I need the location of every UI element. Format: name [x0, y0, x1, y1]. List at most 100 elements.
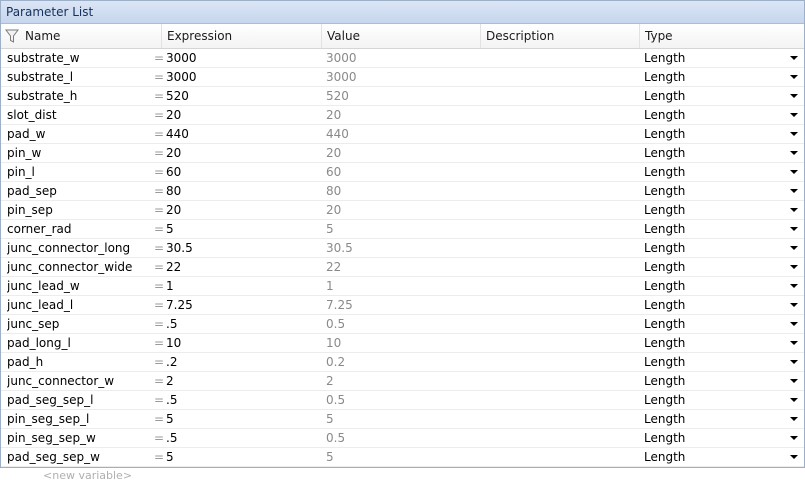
parameter-type[interactable]: Length [644, 89, 686, 103]
parameter-description[interactable] [485, 429, 635, 447]
parameter-name[interactable]: pad_seg_sep_w [7, 450, 100, 464]
parameter-expression[interactable]: 7.25 [166, 298, 193, 312]
parameter-type[interactable]: Length [644, 374, 686, 388]
parameter-expression[interactable]: 30.5 [166, 241, 193, 255]
chevron-down-icon[interactable] [790, 208, 798, 212]
parameter-type[interactable]: Length [644, 222, 686, 236]
parameter-name[interactable]: pin_sep [7, 203, 53, 217]
parameter-name[interactable]: junc_connector_wide [7, 260, 133, 274]
table-row[interactable]: pin_sep = 20 20 Length [1, 201, 804, 220]
chevron-down-icon[interactable] [790, 341, 798, 345]
parameter-description[interactable] [485, 353, 635, 371]
parameter-description[interactable] [485, 315, 635, 333]
table-row[interactable]: substrate_l = 3000 3000 Length [1, 68, 804, 87]
parameter-description[interactable] [485, 106, 635, 124]
parameter-type[interactable]: Length [644, 184, 686, 198]
parameter-type[interactable]: Length [644, 317, 686, 331]
parameter-expression[interactable]: 3000 [166, 70, 197, 84]
column-header-name[interactable]: Name [1, 24, 161, 48]
chevron-down-icon[interactable] [790, 94, 798, 98]
table-row[interactable]: pad_seg_sep_l = .5 0.5 Length [1, 391, 804, 410]
parameter-description[interactable] [485, 163, 635, 181]
chevron-down-icon[interactable] [790, 132, 798, 136]
parameter-type[interactable]: Length [644, 431, 686, 445]
parameter-name[interactable]: substrate_h [7, 89, 78, 103]
parameter-expression[interactable]: 20 [166, 146, 182, 160]
column-header-type[interactable]: Type [639, 24, 804, 48]
table-row[interactable]: pad_sep = 80 80 Length [1, 182, 804, 201]
parameter-expression[interactable]: 60 [166, 165, 182, 179]
parameter-description[interactable] [485, 182, 635, 200]
chevron-down-icon[interactable] [790, 227, 798, 231]
parameter-expression[interactable]: 20 [166, 108, 182, 122]
parameter-expression[interactable]: .5 [166, 393, 178, 407]
parameter-description[interactable] [485, 87, 635, 105]
parameter-name[interactable]: junc_connector_long [7, 241, 131, 255]
parameter-name[interactable]: corner_rad [7, 222, 72, 236]
table-row[interactable]: pad_long_l = 10 10 Length [1, 334, 804, 353]
parameter-type[interactable]: Length [644, 203, 686, 217]
parameter-name[interactable]: junc_lead_l [7, 298, 74, 312]
parameter-type[interactable]: Length [644, 450, 686, 464]
chevron-down-icon[interactable] [790, 417, 798, 421]
parameter-name[interactable]: junc_connector_w [7, 374, 115, 388]
parameter-description[interactable] [485, 258, 635, 276]
parameter-expression[interactable]: 1 [166, 279, 174, 293]
parameter-type[interactable]: Length [644, 146, 686, 160]
chevron-down-icon[interactable] [790, 170, 798, 174]
chevron-down-icon[interactable] [790, 360, 798, 364]
parameter-description[interactable] [485, 220, 635, 238]
parameter-type[interactable]: Length [644, 393, 686, 407]
table-row[interactable]: pin_l = 60 60 Length [1, 163, 804, 182]
parameter-name[interactable]: pad_h [7, 355, 44, 369]
parameter-name[interactable]: junc_sep [7, 317, 60, 331]
table-row[interactable]: junc_lead_w = 1 1 Length [1, 277, 804, 296]
parameter-description[interactable] [485, 372, 635, 390]
filter-icon[interactable] [5, 28, 19, 44]
table-row[interactable]: junc_connector_w = 2 2 Length [1, 372, 804, 391]
parameter-expression[interactable]: .2 [166, 355, 178, 369]
parameter-expression[interactable]: 5 [166, 450, 174, 464]
column-header-expression[interactable]: Expression [161, 24, 321, 48]
column-header-value[interactable]: Value [321, 24, 480, 48]
parameter-name[interactable]: pin_w [7, 146, 42, 160]
parameter-name[interactable]: pad_sep [7, 184, 57, 198]
chevron-down-icon[interactable] [790, 379, 798, 383]
parameter-type[interactable]: Length [644, 412, 686, 426]
table-row[interactable]: pad_h = .2 0.2 Length [1, 353, 804, 372]
chevron-down-icon[interactable] [790, 322, 798, 326]
parameter-name[interactable]: pad_long_l [7, 336, 71, 350]
chevron-down-icon[interactable] [790, 455, 798, 459]
table-row[interactable]: junc_sep = .5 0.5 Length [1, 315, 804, 334]
chevron-down-icon[interactable] [790, 56, 798, 60]
parameter-type[interactable]: Length [644, 336, 686, 350]
parameter-description[interactable] [485, 277, 635, 295]
parameter-type[interactable]: Length [644, 260, 686, 274]
parameter-description[interactable] [485, 334, 635, 352]
chevron-down-icon[interactable] [790, 265, 798, 269]
chevron-down-icon[interactable] [790, 75, 798, 79]
parameter-type[interactable]: Length [644, 279, 686, 293]
parameter-name[interactable]: slot_dist [7, 108, 57, 122]
parameter-type[interactable]: Length [644, 298, 686, 312]
parameter-name[interactable]: pad_seg_sep_l [7, 393, 94, 407]
table-row[interactable]: pin_seg_sep_w = .5 0.5 Length [1, 429, 804, 448]
table-row[interactable]: pad_seg_sep_w = 5 5 Length [1, 448, 804, 467]
parameter-expression[interactable]: 10 [166, 336, 182, 350]
parameter-expression[interactable]: 20 [166, 203, 182, 217]
parameter-expression[interactable]: 5 [166, 222, 174, 236]
parameter-expression[interactable]: 22 [166, 260, 182, 274]
parameter-type[interactable]: Length [644, 51, 686, 65]
chevron-down-icon[interactable] [790, 151, 798, 155]
parameter-expression[interactable]: 440 [166, 127, 189, 141]
parameter-name[interactable]: pin_seg_sep_w [7, 431, 96, 445]
parameter-name[interactable]: substrate_l [7, 70, 74, 84]
chevron-down-icon[interactable] [790, 303, 798, 307]
parameter-expression[interactable]: 80 [166, 184, 182, 198]
parameter-description[interactable] [485, 68, 635, 86]
table-row[interactable]: junc_lead_l = 7.25 7.25 Length [1, 296, 804, 315]
parameter-type[interactable]: Length [644, 241, 686, 255]
parameter-description[interactable] [485, 239, 635, 257]
chevron-down-icon[interactable] [790, 113, 798, 117]
parameter-description[interactable] [485, 296, 635, 314]
